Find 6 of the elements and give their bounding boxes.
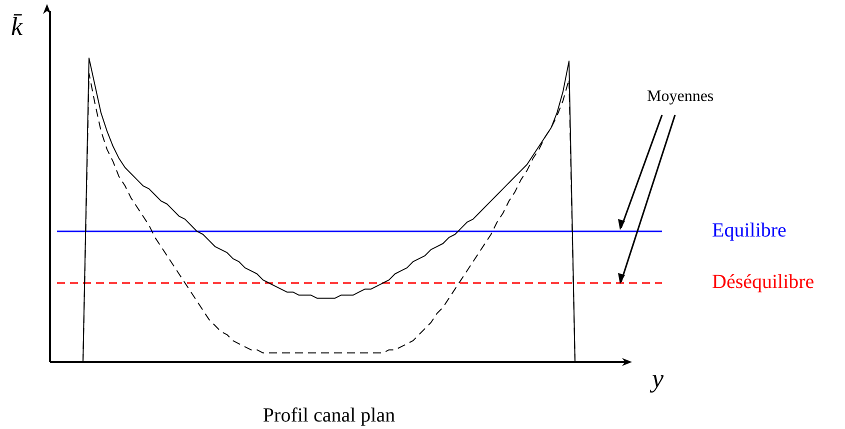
annotation: Moyennes — [647, 88, 714, 106]
text: Profil canal plan — [262, 404, 396, 426]
x-axis-title: y — [649, 364, 664, 393]
ref-line-label: Equilibre — [712, 220, 787, 242]
y-axis-title: k̄ — [11, 12, 23, 41]
ref-line-label: Déséquilibre — [712, 271, 814, 294]
